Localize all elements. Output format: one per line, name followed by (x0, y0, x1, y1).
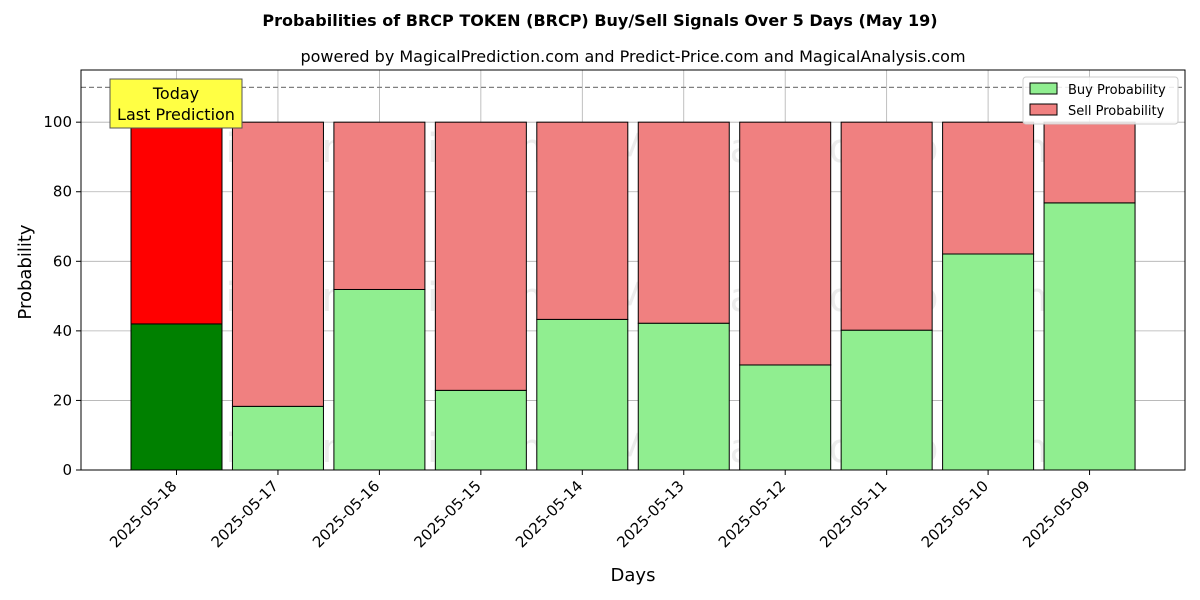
bar-buy (536, 318, 629, 471)
legend-label-sell: Sell Probability (1068, 104, 1165, 119)
bar-buy (434, 389, 527, 471)
x-tick-label: 2025-05-12 (715, 477, 789, 551)
legend-swatch-sell (1029, 103, 1058, 116)
bar-sell (739, 121, 832, 366)
bar-buy (637, 322, 730, 471)
bar-buy (942, 253, 1035, 471)
legend-label-buy: Buy Probability (1068, 83, 1166, 98)
bar-buy (130, 323, 223, 471)
bar-buy (231, 405, 324, 471)
y-tick-label: 40 (53, 322, 72, 340)
bar-sell (231, 121, 324, 407)
chart-subtitle: powered by MagicalPrediction.com and Pre… (300, 47, 965, 66)
x-tick-label: 2025-05-16 (309, 477, 383, 551)
bar-buy (333, 288, 426, 471)
y-tick-label: 0 (62, 461, 72, 479)
x-axis-label: Days (611, 565, 656, 586)
bar-sell (637, 121, 730, 324)
x-tick-label: 2025-05-13 (613, 477, 687, 551)
x-tick-label: 2025-05-10 (918, 477, 992, 551)
legend-box (1022, 76, 1179, 125)
x-tick-label: 2025-05-14 (512, 477, 586, 551)
x-tick-label: 2025-05-17 (208, 477, 282, 551)
bar-sell (333, 121, 426, 290)
annotation-line1: Today (152, 84, 199, 103)
bar-sell (434, 121, 527, 391)
x-tick-label: 2025-05-15 (410, 477, 484, 551)
annotation-line2: Last Prediction (117, 105, 235, 124)
bar-sell (942, 121, 1035, 255)
x-tick-label: 2025-05-11 (816, 477, 890, 551)
bar-sell (130, 121, 223, 325)
bar-buy (840, 329, 933, 471)
annotation-box (109, 78, 243, 129)
y-tick-label: 100 (43, 113, 72, 131)
plot-frame (80, 69, 1186, 471)
y-tick-label: 60 (53, 252, 72, 270)
bar-buy (739, 364, 832, 471)
y-tick-label: 20 (53, 391, 72, 409)
chart-title: Probabilities of BRCP TOKEN (BRCP) Buy/S… (262, 11, 937, 30)
today-annotation: Today Last Prediction (109, 78, 243, 129)
bar-buy (1043, 202, 1136, 471)
x-tick-label: 2025-05-09 (1019, 477, 1093, 551)
y-axis-label: Probability (15, 224, 36, 319)
legend: Buy Probability Sell Probability (1022, 76, 1179, 125)
bar-sell (1043, 121, 1136, 204)
bar-sell (840, 121, 933, 331)
y-tick-label: 80 (53, 183, 72, 201)
legend-swatch-buy (1029, 82, 1058, 95)
bars (130, 121, 1136, 471)
bar-sell (536, 121, 629, 320)
x-tick-label: 2025-05-18 (106, 477, 180, 551)
